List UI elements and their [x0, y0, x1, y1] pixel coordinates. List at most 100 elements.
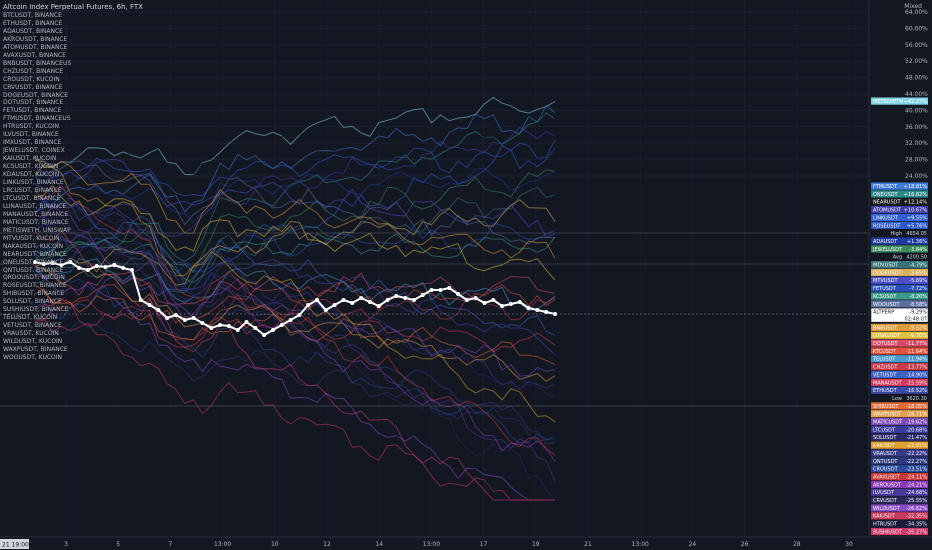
- legend-item[interactable]: HTRUSDT, KUCOIN: [3, 123, 59, 131]
- series-label-value: -24.21%: [906, 482, 927, 488]
- legend-item[interactable]: CROUSDT, KUCOIN: [3, 75, 60, 83]
- legend-item[interactable]: FTMUSDT, BINANCEUS: [3, 115, 71, 123]
- series-label-tag: [871, 512, 928, 520]
- legend-item[interactable]: QRDOUSDT, KUCOIN: [3, 274, 65, 282]
- legend-item[interactable]: KDAUSDT, KUCOIN: [3, 171, 60, 179]
- legend-item[interactable]: ONEUSDT, BINANCE: [3, 258, 64, 266]
- altperp-timer: 02:48:07: [905, 317, 927, 323]
- legend-item[interactable]: CHZUSDT, BINANCE: [3, 67, 64, 75]
- legend-item[interactable]: MATICUSDT, BINANCE: [3, 218, 69, 226]
- x-tick-label: 26: [741, 541, 749, 548]
- price-lines: [0, 232, 869, 407]
- series-line: [34, 186, 556, 294]
- x-cursor-box: [0, 539, 29, 549]
- series-label-value: -15.59%: [906, 380, 927, 386]
- altperp-point: [464, 298, 469, 302]
- legend-item[interactable]: NEARUSDT, BINANCE: [3, 250, 67, 258]
- legend-item[interactable]: MANAUSDT, BINANCE: [3, 210, 69, 218]
- series-legend: BTCUSDT, BINANCE ETHUSDT, BINANCE ADAUSDT,…: [3, 12, 71, 362]
- altperp-label-tag: [870, 307, 929, 323]
- legend-item[interactable]: NAKAUSDT, KUCOIN: [3, 242, 64, 250]
- series-line: [34, 293, 556, 341]
- altperp-point: [411, 298, 416, 302]
- series-label-value: +42.27%: [904, 99, 928, 105]
- legend-item[interactable]: MTVUSDT, KUCOIN: [3, 234, 60, 242]
- legend-item[interactable]: WOOUSDT, KUCOIN: [3, 353, 63, 361]
- altperp-point: [59, 263, 64, 267]
- x-cursor-label: 21 19:00: [2, 542, 29, 549]
- legend-item[interactable]: SOLUSDT, BINANCE: [3, 298, 62, 306]
- legend-item[interactable]: VRAUSDT, KUCOIN: [3, 330, 59, 338]
- altperp-point: [182, 318, 187, 322]
- legend-item[interactable]: ETHUSDT, BINANCE: [3, 19, 63, 27]
- series-label-tag: [871, 504, 928, 512]
- y-tick-label: 24.00%: [905, 173, 928, 180]
- altperp-point: [68, 260, 73, 264]
- legend-item[interactable]: JEWELUSDT, COINEX: [3, 147, 65, 155]
- series-label-name: KAIUSDT: [873, 514, 896, 520]
- legend-item[interactable]: KAIUSDT, KUCOIN: [3, 155, 57, 163]
- legend-item[interactable]: LUNAUSDT, BINANCE: [3, 202, 67, 210]
- legend-item[interactable]: AVAXUSDT, BINANCE: [3, 51, 66, 59]
- series-label-value: -16.52%: [906, 388, 927, 394]
- legend-item[interactable]: WAXPUSDT, BINANCE: [3, 346, 68, 354]
- legend-item[interactable]: CRVUSDT, BINANCE: [3, 83, 63, 91]
- legend-item[interactable]: IMXUSDT, BINANCE: [3, 139, 62, 147]
- series-label-value: -11.94%: [906, 357, 927, 363]
- series-label-tag: [871, 213, 928, 222]
- legend-item[interactable]: LINKUSDT, BINANCE: [3, 179, 64, 187]
- legend-item[interactable]: ILVUSDT, BINANCE: [3, 131, 59, 139]
- series-line: [34, 215, 556, 398]
- series-label-tag: [871, 418, 928, 426]
- legend-item[interactable]: DOGEUSDT, BINANCE: [3, 91, 69, 99]
- scale-mode-label[interactable]: Mixed: [904, 3, 922, 10]
- series-label-value: -8.58%: [909, 302, 927, 308]
- series-label-name: DOGEUSDT: [873, 270, 903, 276]
- legend-item[interactable]: ADAUSDT, BINANCE: [3, 27, 63, 35]
- legend-item[interactable]: VETUSDT, BINANCE: [3, 322, 62, 330]
- series-line: [34, 262, 555, 501]
- series-label-tag: [871, 237, 928, 245]
- legend-item[interactable]: WILDUSDT, KUCOIN: [3, 338, 63, 346]
- series-label-name: METISWETH: [873, 99, 903, 105]
- legend-item[interactable]: LTCUSDT, BINANCE: [3, 194, 61, 202]
- legend-item[interactable]: METISWETH, UNISWAP: [3, 226, 71, 234]
- series-label-value: -23.51%: [906, 467, 927, 473]
- price-label-name: Avg: [893, 255, 902, 261]
- series-line: [34, 298, 556, 353]
- series-label-value: -32.35%: [906, 514, 927, 520]
- altperp-point: [209, 326, 214, 330]
- x-tick-label: 30: [845, 541, 853, 548]
- series-label-tag: [871, 198, 928, 206]
- legend-item[interactable]: BNBUSDT, BINANCEUS: [3, 59, 72, 67]
- legend-item[interactable]: ATOMUSDT, BINANCE: [3, 43, 68, 51]
- series-label-value: +10.67%: [904, 208, 928, 214]
- x-tick-label: 19: [532, 541, 540, 548]
- legend-item[interactable]: QNTUSDT, BINANCE: [3, 266, 64, 274]
- legend-item[interactable]: BTCUSDT, BINANCE: [3, 12, 62, 19]
- legend-item[interactable]: KCSUSDT, KUCOIN: [3, 163, 59, 171]
- series-label-tag: [871, 370, 928, 379]
- legend-item[interactable]: SUSHIUSDT, BINANCE: [3, 306, 69, 314]
- price-label-value: 3620.30: [906, 396, 927, 402]
- series-label-value: -22.01%: [906, 443, 927, 449]
- series-label-name: HTRUSDT: [873, 522, 898, 528]
- series-label-tag: [871, 378, 928, 386]
- series-label-tag: [871, 190, 928, 198]
- legend-item[interactable]: FETUSDT, BINANCE: [3, 107, 62, 115]
- main-series: [0, 260, 869, 337]
- legend-item[interactable]: AKROUSDT, BINANCE: [3, 35, 68, 43]
- y-tick-label: 44.00%: [905, 91, 928, 98]
- altperp-point: [526, 306, 531, 310]
- legend-item[interactable]: ROSEUSDT, BINANCE: [3, 282, 67, 290]
- legend-item[interactable]: TELUSDT, KUCOIN: [3, 314, 58, 322]
- series-label-name: LINKUSDT: [873, 215, 899, 221]
- legend-item[interactable]: DOTUSDT, BINANCE: [3, 99, 64, 107]
- series-line: [34, 170, 556, 501]
- series-label-name: KTCUSDT: [873, 349, 897, 355]
- legend-item[interactable]: SHIBUSDT, BINANCE: [3, 290, 65, 298]
- series-label-name: NEARUSDT: [873, 200, 901, 206]
- legend-item[interactable]: LRCUSDT, BINANCE: [3, 186, 62, 194]
